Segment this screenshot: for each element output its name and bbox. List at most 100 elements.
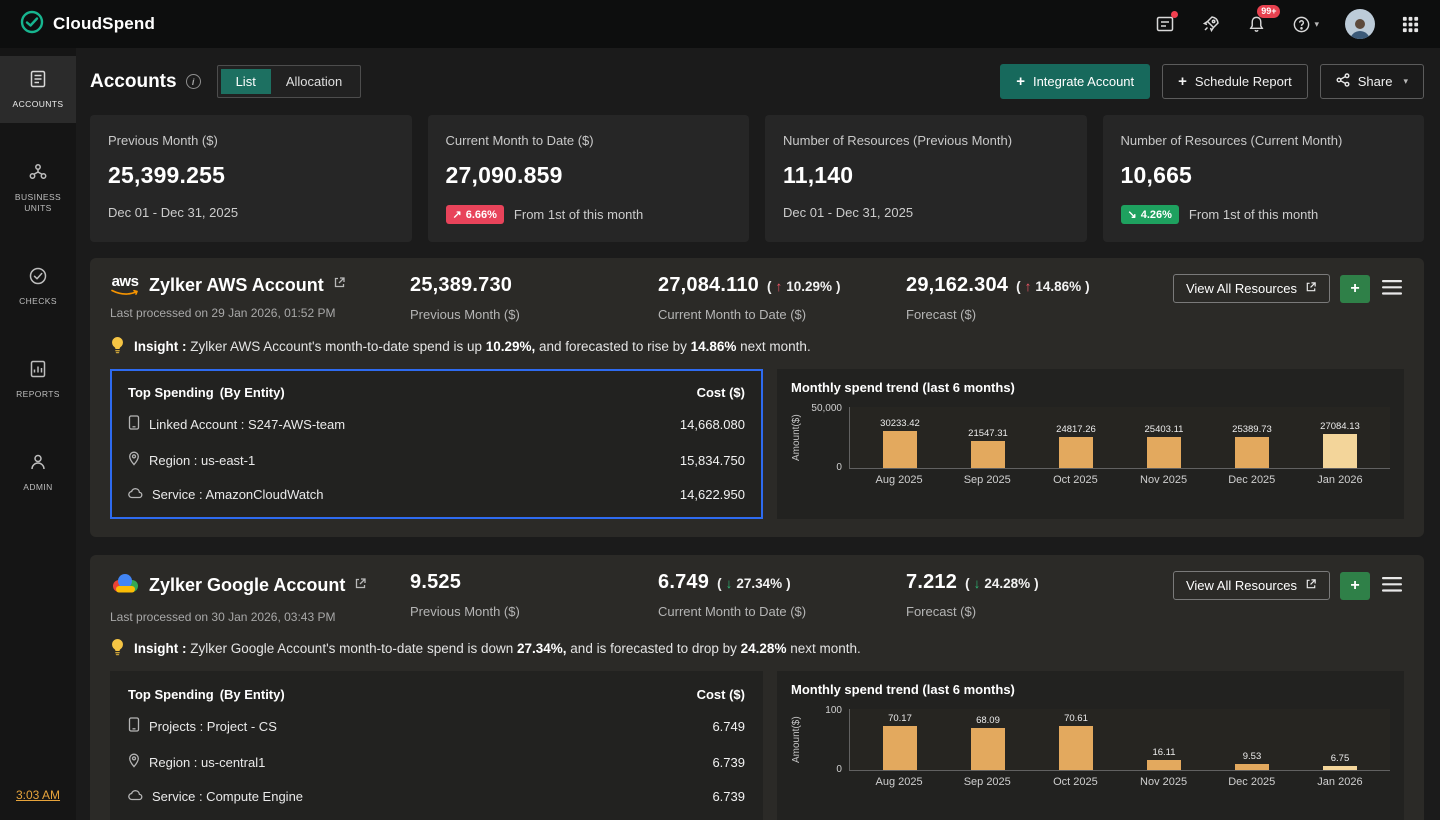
checks-icon	[28, 266, 48, 289]
view-all-resources-button[interactable]: View All Resources	[1173, 571, 1330, 600]
feedback-icon[interactable]	[1155, 14, 1175, 34]
session-time-link[interactable]: 3:03 AM	[16, 788, 60, 802]
view-toggle: List Allocation	[217, 65, 362, 98]
view-all-resources-button[interactable]: View All Resources	[1173, 274, 1330, 303]
region-pin-icon	[128, 451, 140, 469]
spending-row-projects: Projects : Project - CS 6.749	[128, 708, 745, 744]
whats-new-rocket-icon[interactable]	[1201, 14, 1221, 34]
spending-value: 14,668.080	[680, 417, 745, 432]
bar[interactable]	[883, 431, 917, 468]
schedule-report-button[interactable]: + Schedule Report	[1162, 64, 1308, 99]
insight-label: Insight :	[134, 641, 187, 656]
bar[interactable]	[1235, 764, 1269, 770]
bar[interactable]	[971, 728, 1005, 770]
notifications-bell-icon[interactable]: 99+	[1247, 14, 1266, 34]
chart-categories: Aug 2025Sep 2025Oct 2025Nov 2025Dec 2025…	[849, 776, 1390, 788]
metric-value: 29,162.304	[906, 274, 1008, 297]
sidebar-item-admin[interactable]: ADMIN	[0, 439, 76, 506]
help-caret-icon: ▾	[1314, 19, 1319, 30]
stat-label: Number of Resources (Current Month)	[1121, 133, 1407, 148]
bar[interactable]	[883, 726, 917, 770]
bar[interactable]	[971, 441, 1005, 468]
bar-value-label: 9.53	[1243, 751, 1262, 762]
bar[interactable]	[1147, 760, 1181, 770]
top-spending-title: Top Spending	[128, 687, 214, 702]
projects-icon	[128, 717, 140, 735]
toggle-list[interactable]: List	[221, 69, 271, 94]
paren: (	[965, 576, 970, 591]
card-menu-button[interactable]	[1380, 575, 1404, 597]
bar-value-label: 16.11	[1152, 747, 1175, 758]
insight: Insight : Zylker Google Account's month-…	[110, 638, 1404, 659]
stat-value: 11,140	[783, 162, 1069, 189]
sidebar-item-business-units[interactable]: BUSINESS UNITS	[0, 149, 76, 227]
aws-logo: aws	[110, 274, 140, 296]
help-icon[interactable]: ▾	[1292, 15, 1319, 34]
bar[interactable]	[1059, 726, 1093, 770]
account-name: Zylker Google Account	[149, 575, 345, 596]
card-menu-button[interactable]	[1380, 278, 1404, 300]
bar[interactable]	[1323, 434, 1357, 468]
sidebar: ACCOUNTS BUSINESS UNITS CHECKS REPORTS A…	[0, 48, 76, 820]
x-axis-label: Jan 2026	[1296, 474, 1384, 486]
down-arrow-icon: ↓	[974, 576, 981, 591]
share-label: Share	[1358, 74, 1393, 89]
y-tick: 100	[825, 705, 842, 716]
sidebar-item-checks[interactable]: CHECKS	[0, 253, 76, 320]
x-axis-label: Dec 2025	[1208, 474, 1296, 486]
insight-text: and forecasted to rise by	[535, 339, 690, 354]
sidebar-item-reports[interactable]: REPORTS	[0, 346, 76, 413]
bar-column: 25389.73	[1208, 424, 1296, 468]
toggle-allocation[interactable]: Allocation	[271, 69, 357, 94]
apps-grid-icon[interactable]	[1401, 15, 1420, 34]
insight-text: Zylker AWS Account's month-to-date spend…	[187, 339, 486, 354]
y-axis-label: Amount($)	[791, 407, 802, 469]
share-button[interactable]: Share ▾	[1320, 64, 1424, 99]
google-cloud-logo	[110, 571, 140, 600]
bar-column: 6.75	[1296, 753, 1384, 770]
page-title: Accounts	[90, 71, 177, 93]
bar-column: 25403.11	[1120, 424, 1208, 468]
insight-text: next month.	[736, 339, 810, 354]
sidebar-label: ACCOUNTS	[13, 99, 64, 110]
top-spending-panel: Top Spending(By Entity) Cost ($) Project…	[110, 671, 763, 820]
insight-text: next month.	[786, 641, 860, 656]
top-spending-panel: Top Spending(By Entity) Cost ($) Linked …	[110, 369, 763, 519]
external-link-icon[interactable]	[354, 577, 367, 595]
integrate-account-button[interactable]: + Integrate Account	[1000, 64, 1150, 99]
topbar-actions: 99+ ▾	[1155, 9, 1420, 39]
external-link-icon	[1305, 281, 1317, 296]
topbar: CloudSpend 99+ ▾	[0, 0, 1440, 48]
bar[interactable]	[1323, 766, 1357, 770]
spending-label: Projects : Project - CS	[149, 719, 277, 734]
paren: (	[767, 279, 772, 294]
spending-label: Region : us-east-1	[149, 453, 255, 468]
stat-value: 10,665	[1121, 162, 1407, 189]
y-axis-label: Amount($)	[791, 709, 802, 771]
bar[interactable]	[1059, 437, 1093, 468]
insight-label: Insight :	[134, 339, 187, 354]
add-budget-button[interactable]: +	[1340, 275, 1370, 303]
user-avatar[interactable]	[1345, 9, 1375, 39]
bar-column: 70.61	[1032, 713, 1120, 770]
spending-row-region: Region : us-east-1 15,834.750	[128, 442, 745, 478]
menu-icon	[1382, 580, 1402, 595]
decrease-badge: ↘4.26%	[1121, 205, 1179, 224]
monthly-trend-chart-panel: Monthly spend trend (last 6 months) Amou…	[777, 671, 1404, 820]
bar-value-label: 70.17	[888, 713, 912, 724]
external-link-icon[interactable]	[333, 276, 346, 294]
insight-value: 24.28%	[741, 641, 787, 656]
sidebar-item-accounts[interactable]: ACCOUNTS	[0, 56, 76, 123]
bar-column: 68.09	[944, 715, 1032, 770]
integrate-account-label: Integrate Account	[1033, 74, 1134, 89]
add-budget-button[interactable]: +	[1340, 572, 1370, 600]
increase-badge: ↗6.66%	[446, 205, 504, 224]
bar[interactable]	[1235, 437, 1269, 468]
y-tick: 0	[836, 764, 842, 775]
badge-value: 6.66%	[466, 209, 497, 221]
stat-card-resources-previous: Number of Resources (Previous Month) 11,…	[765, 115, 1087, 242]
chart-categories: Aug 2025Sep 2025Oct 2025Nov 2025Dec 2025…	[849, 474, 1390, 486]
bar[interactable]	[1147, 437, 1181, 468]
info-icon[interactable]: i	[186, 74, 201, 89]
account-name: Zylker AWS Account	[149, 275, 324, 296]
